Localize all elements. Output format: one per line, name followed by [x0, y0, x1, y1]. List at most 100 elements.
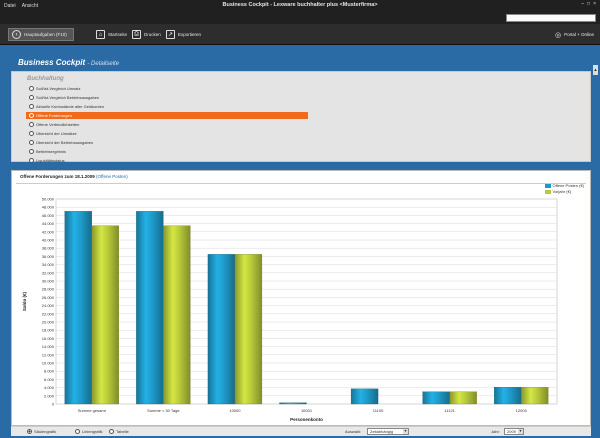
report-option-radio[interactable]: Offene Forderungen [26, 112, 308, 119]
circle-arrow-icon: › [12, 30, 21, 39]
y-tick-label: 32.000 [42, 270, 55, 275]
report-option-radio[interactable]: Soll/Ist-Vergleich Betriebsausgaben [29, 94, 99, 101]
open-items-link[interactable]: (Offene Posten) [96, 174, 128, 179]
main-tasks-label: Hauptaufgaben (F10) [24, 32, 67, 37]
report-option-radio[interactable]: Liquiditätsstatus [29, 157, 65, 164]
y-tick-label: 26.000 [42, 295, 55, 300]
bar-open-items [350, 388, 379, 405]
menu-ansicht[interactable]: Ansicht [21, 3, 39, 9]
bar-previous-year [163, 225, 191, 405]
page-title-text: Business Cockpit [18, 58, 86, 67]
report-option-radio[interactable]: Offene Verbindlichkeiten [29, 121, 79, 128]
radio-icon [29, 122, 34, 127]
print-button[interactable]: ⎙ Drucken [132, 28, 161, 41]
y-tick-label: 46.000 [42, 213, 55, 218]
radio-icon [109, 429, 114, 434]
chart-panel: Offene Forderungen zum 18.1.2009 (Offene… [11, 170, 591, 426]
legend-item-previous-year: Vorjahr (€) [544, 189, 585, 194]
options-group-label: Buchhaltung [27, 76, 64, 82]
y-tick-label: 30.000 [42, 279, 55, 284]
y-tick-label: 40.000 [42, 238, 55, 243]
view-bar-label: Säulengrafik [34, 429, 57, 434]
y-tick-label: 2.000 [44, 393, 55, 398]
radio-icon [27, 429, 32, 434]
report-option-radio[interactable]: Übersicht der Umsätze [29, 130, 77, 137]
report-option-label: Übersicht der Umsätze [36, 131, 77, 136]
export-label: Exportieren [178, 32, 202, 37]
y-tick-label: 34.000 [42, 262, 55, 267]
report-option-radio[interactable]: Aktuelle Kontostände aller Geldkonten [29, 103, 104, 110]
y-tick-label: 10.000 [42, 361, 55, 366]
bar-open-items [279, 402, 307, 405]
export-icon: ↗ [166, 30, 175, 39]
window-title: Business Cockpit - Lexware buchhalter pl… [222, 2, 378, 8]
page-subtitle: - Detailseite [87, 61, 120, 67]
report-option-label: Soll/Ist-Vergleich Umsatz [36, 86, 81, 91]
bar-open-items [136, 211, 164, 405]
report-option-label: Offene Forderungen [36, 113, 72, 118]
chart-legend: Offene Posten (€) Vorjahr (€) [544, 183, 585, 195]
menu-datei[interactable]: Datei [4, 3, 16, 9]
view-table-radio[interactable]: Tabelle [109, 429, 129, 434]
lightbulb-icon: ◎ [555, 31, 562, 39]
x-tick-label: 11121 [444, 408, 455, 413]
maximize-icon[interactable]: □ [587, 1, 591, 7]
report-option-radio[interactable]: Betriebsergebnis [29, 148, 66, 155]
home-label: Startseite [108, 32, 128, 37]
chart-footer: Säulengrafik Liniengrafik Tabelle Auswah… [11, 426, 591, 436]
x-tick-label: Summe < 30 Tage [147, 408, 180, 413]
chart-separator [16, 183, 586, 184]
report-option-label: Aktuelle Kontostände aller Geldkonten [36, 104, 105, 109]
x-tick-label: Summe gesamt [78, 408, 107, 413]
year-select[interactable]: 2009 ▼ [504, 428, 524, 435]
y-tick-label: 38.000 [42, 246, 55, 251]
chart-heading: Offene Forderungen zum 18.1.2009 (Offene… [20, 174, 128, 179]
scroll-up-button[interactable]: ▲ [593, 65, 598, 75]
x-tick-label: 10001 [301, 408, 313, 413]
x-tick-label: 12003 [516, 408, 528, 413]
export-button[interactable]: ↗ Exportieren [166, 28, 201, 41]
close-icon[interactable]: × [593, 1, 596, 7]
bar-previous-year [91, 225, 119, 405]
view-bar-chart-radio[interactable]: Säulengrafik [27, 429, 56, 434]
legend-swatch-open-items [544, 183, 551, 188]
radio-icon [29, 113, 34, 118]
radio-icon [29, 131, 34, 136]
radio-icon [29, 104, 34, 109]
y-tick-label: 8.000 [44, 369, 55, 374]
chevron-down-icon: ▼ [403, 429, 408, 434]
main-tasks-button[interactable]: › Hauptaufgaben (F10) [8, 28, 74, 41]
help-button[interactable]: ◎ Portal + Online [555, 28, 594, 41]
legend-item-open-items: Offene Posten (€) [544, 183, 584, 188]
printer-icon: ⎙ [132, 30, 141, 39]
view-line-label: Liniengrafik [82, 429, 103, 434]
toolbar: › Hauptaufgaben (F10) ⌂ Startseite ⎙ Dru… [0, 24, 600, 45]
menu-bar: Datei Ansicht [4, 3, 38, 9]
y-tick-label: 44.000 [42, 221, 55, 226]
report-option-radio[interactable]: Soll/Ist-Vergleich Umsatz [29, 85, 80, 92]
view-line-chart-radio[interactable]: Liniengrafik [75, 429, 102, 434]
y-tick-label: 42.000 [42, 229, 55, 234]
bar-open-items [64, 211, 92, 405]
legend-label-previous-year: Vorjahr (€) [552, 189, 572, 194]
search-input[interactable] [506, 14, 596, 22]
minimize-icon[interactable]: – [581, 1, 585, 7]
chart-heading-text: Offene Forderungen zum 18.1.2009 [20, 174, 95, 179]
x-tick-label: 10000 [229, 408, 241, 413]
window-controls: – □ × [581, 1, 596, 7]
home-button[interactable]: ⌂ Startseite [96, 28, 127, 41]
sort-select[interactable]: Zeitabhängig ▼ [367, 428, 409, 435]
report-option-label: Offene Verbindlichkeiten [36, 122, 80, 127]
y-tick-label: 12.000 [42, 352, 55, 357]
y-tick-label: 14.000 [42, 344, 55, 349]
year-select-value: 2009 [507, 429, 516, 434]
y-tick-label: 22.000 [42, 311, 55, 316]
radio-icon [29, 140, 34, 145]
y-tick-label: 6.000 [44, 377, 55, 382]
report-option-radio[interactable]: Übersicht der Betriebsausgaben [29, 139, 93, 146]
title-bar: Datei Ansicht Business Cockpit - Lexware… [0, 0, 600, 24]
y-tick-label: 24.000 [42, 303, 55, 308]
x-axis-label: Personenkonto [290, 417, 323, 422]
report-option-label: Betriebsergebnis [36, 149, 67, 154]
sort-select-value: Zeitabhängig [370, 429, 394, 434]
